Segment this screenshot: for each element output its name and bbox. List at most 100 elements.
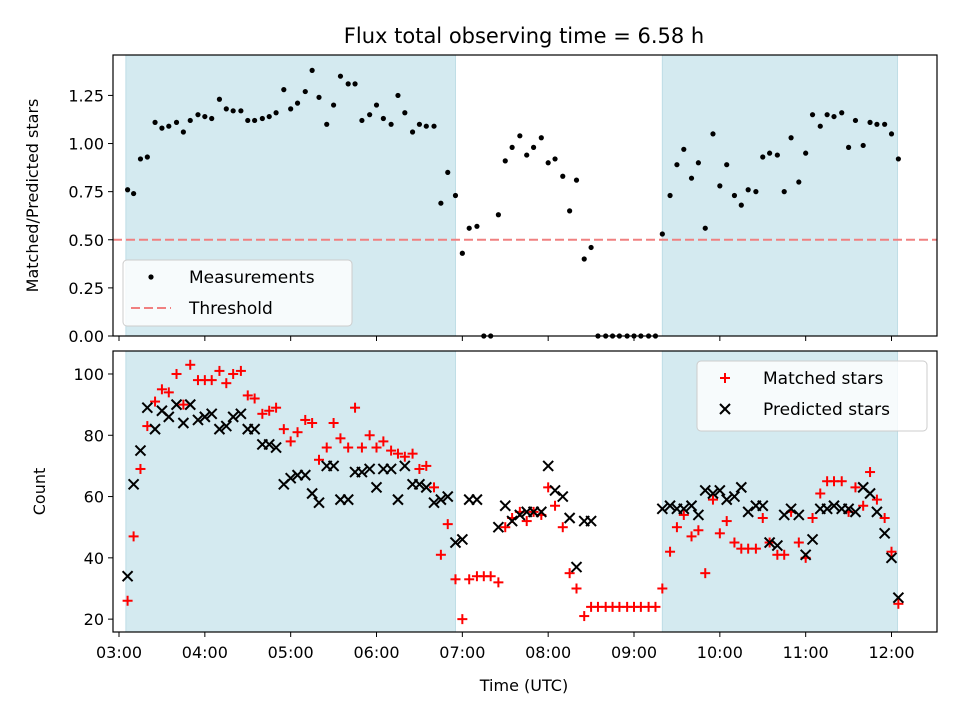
measurement-point [724, 162, 730, 168]
matched-stars-point [521, 516, 532, 527]
matched-stars-point [335, 433, 346, 444]
top-legend: Measurements Threshold [122, 259, 353, 327]
top-y-tick-label: 0.00 [68, 327, 104, 346]
measurement-point [409, 129, 416, 135]
measurement-point [302, 88, 308, 95]
predicted-stars-point [134, 444, 147, 457]
measurement-point [581, 256, 587, 262]
measurement-point [796, 179, 802, 185]
measurement-point [567, 208, 573, 214]
matched-stars-point [314, 454, 324, 465]
matched-stars-point [793, 537, 804, 548]
predicted-stars-point [471, 493, 483, 506]
predicted-stars-point [878, 527, 891, 540]
matched-stars-point [557, 522, 568, 533]
predicted-stars-point [170, 398, 183, 411]
predicted-stars-point [864, 487, 876, 500]
measurement-point [502, 158, 508, 164]
measurement-point [674, 162, 680, 168]
matched-stars-point [714, 528, 725, 539]
legend-box [696, 360, 928, 432]
measurement-point [359, 117, 365, 124]
matched-stars-point [178, 399, 189, 410]
measurement-point [738, 202, 744, 208]
measurement-point [803, 150, 809, 156]
predicted-stars-point [535, 506, 548, 518]
matched-stars-point [364, 430, 375, 441]
predicted-stars-point [392, 493, 404, 506]
top-panel: 0.00 0.25 0.50 0.75 1.00 1.25 Matched/Predicte… [23, 54, 938, 346]
top-y-tick-label: 0.25 [68, 279, 104, 298]
predicted-stars-point [763, 536, 776, 549]
measurement-point [445, 169, 451, 176]
predicted-stars-point [757, 500, 769, 512]
measurement-point [767, 150, 773, 156]
predicted-stars-point [793, 509, 805, 521]
measurement-point [281, 87, 287, 93]
matched-stars-point [371, 442, 382, 453]
matched-stars-point [278, 424, 289, 435]
x-tick-label: 04:00 [182, 643, 228, 662]
matched-stars-point [493, 577, 504, 588]
matched-stars-point [264, 405, 275, 416]
measurement-point [180, 129, 186, 135]
matched-stars-point [135, 463, 146, 474]
predicted-stars-point [699, 484, 711, 497]
measurement-point [688, 175, 695, 181]
matched-stars-point [350, 402, 361, 413]
predicted-stars-point [313, 496, 325, 509]
predicted-stars-point [557, 490, 569, 503]
measurement-point [423, 123, 429, 129]
predicted-stars-point [656, 503, 669, 515]
x-tick-label: 12:00 [868, 643, 914, 662]
measurement-point [809, 112, 816, 118]
predicted-stars-point [806, 533, 819, 546]
measurement-point [166, 123, 172, 129]
legend-dot-icon [148, 274, 154, 280]
predicted-stars-point [227, 411, 239, 423]
legend-box [122, 259, 353, 327]
measurement-point [159, 125, 165, 131]
measurement-point [395, 92, 401, 99]
matched-stars-point [235, 365, 246, 376]
matched-stars-point [500, 522, 511, 533]
measurement-point [753, 189, 759, 195]
x-axis-title: Time (UTC) [479, 676, 568, 695]
bottom-y-tick-label: 60 [84, 488, 104, 507]
x-tick-label: 11:00 [783, 643, 829, 662]
matched-stars-point [686, 531, 697, 542]
measurement-point [324, 121, 330, 127]
measurement-point [845, 144, 852, 150]
predicted-stars-point [356, 466, 368, 478]
predicted-stars-point [678, 503, 690, 515]
matched-stars-point [807, 513, 818, 524]
predicted-stars-point [141, 401, 154, 414]
matched-stars-point [214, 365, 225, 376]
predicted-stars-point [707, 487, 719, 500]
predicted-stars-point [735, 481, 748, 494]
x-tick-label: 08:00 [525, 643, 571, 662]
matched-stars-point [707, 494, 718, 505]
measurement-point [195, 112, 201, 118]
measurement-point [388, 121, 394, 127]
predicted-stars-point [127, 478, 140, 491]
predicted-stars-point [714, 484, 726, 497]
predicted-stars-point [306, 487, 318, 500]
bottom-y-tick-label: 40 [84, 549, 104, 568]
predicted-stars-point [213, 423, 226, 435]
predicted-stars-point [177, 417, 190, 429]
predicted-stars-point [342, 493, 354, 506]
bottom-plot-frame [112, 350, 938, 633]
matched-stars-point [450, 574, 461, 585]
matched-stars-point [750, 543, 761, 554]
measurement-point [702, 225, 708, 231]
measurement-point [745, 187, 751, 193]
measurement-point [438, 200, 444, 206]
measurement-point [788, 135, 794, 141]
predicted-stars-point [514, 509, 526, 521]
measurement-point [137, 156, 144, 162]
matched-stars-point [356, 442, 367, 453]
matched-stars-point [665, 546, 676, 557]
measurement-point [517, 133, 523, 139]
top-y-tick-label: 1.00 [68, 135, 104, 154]
